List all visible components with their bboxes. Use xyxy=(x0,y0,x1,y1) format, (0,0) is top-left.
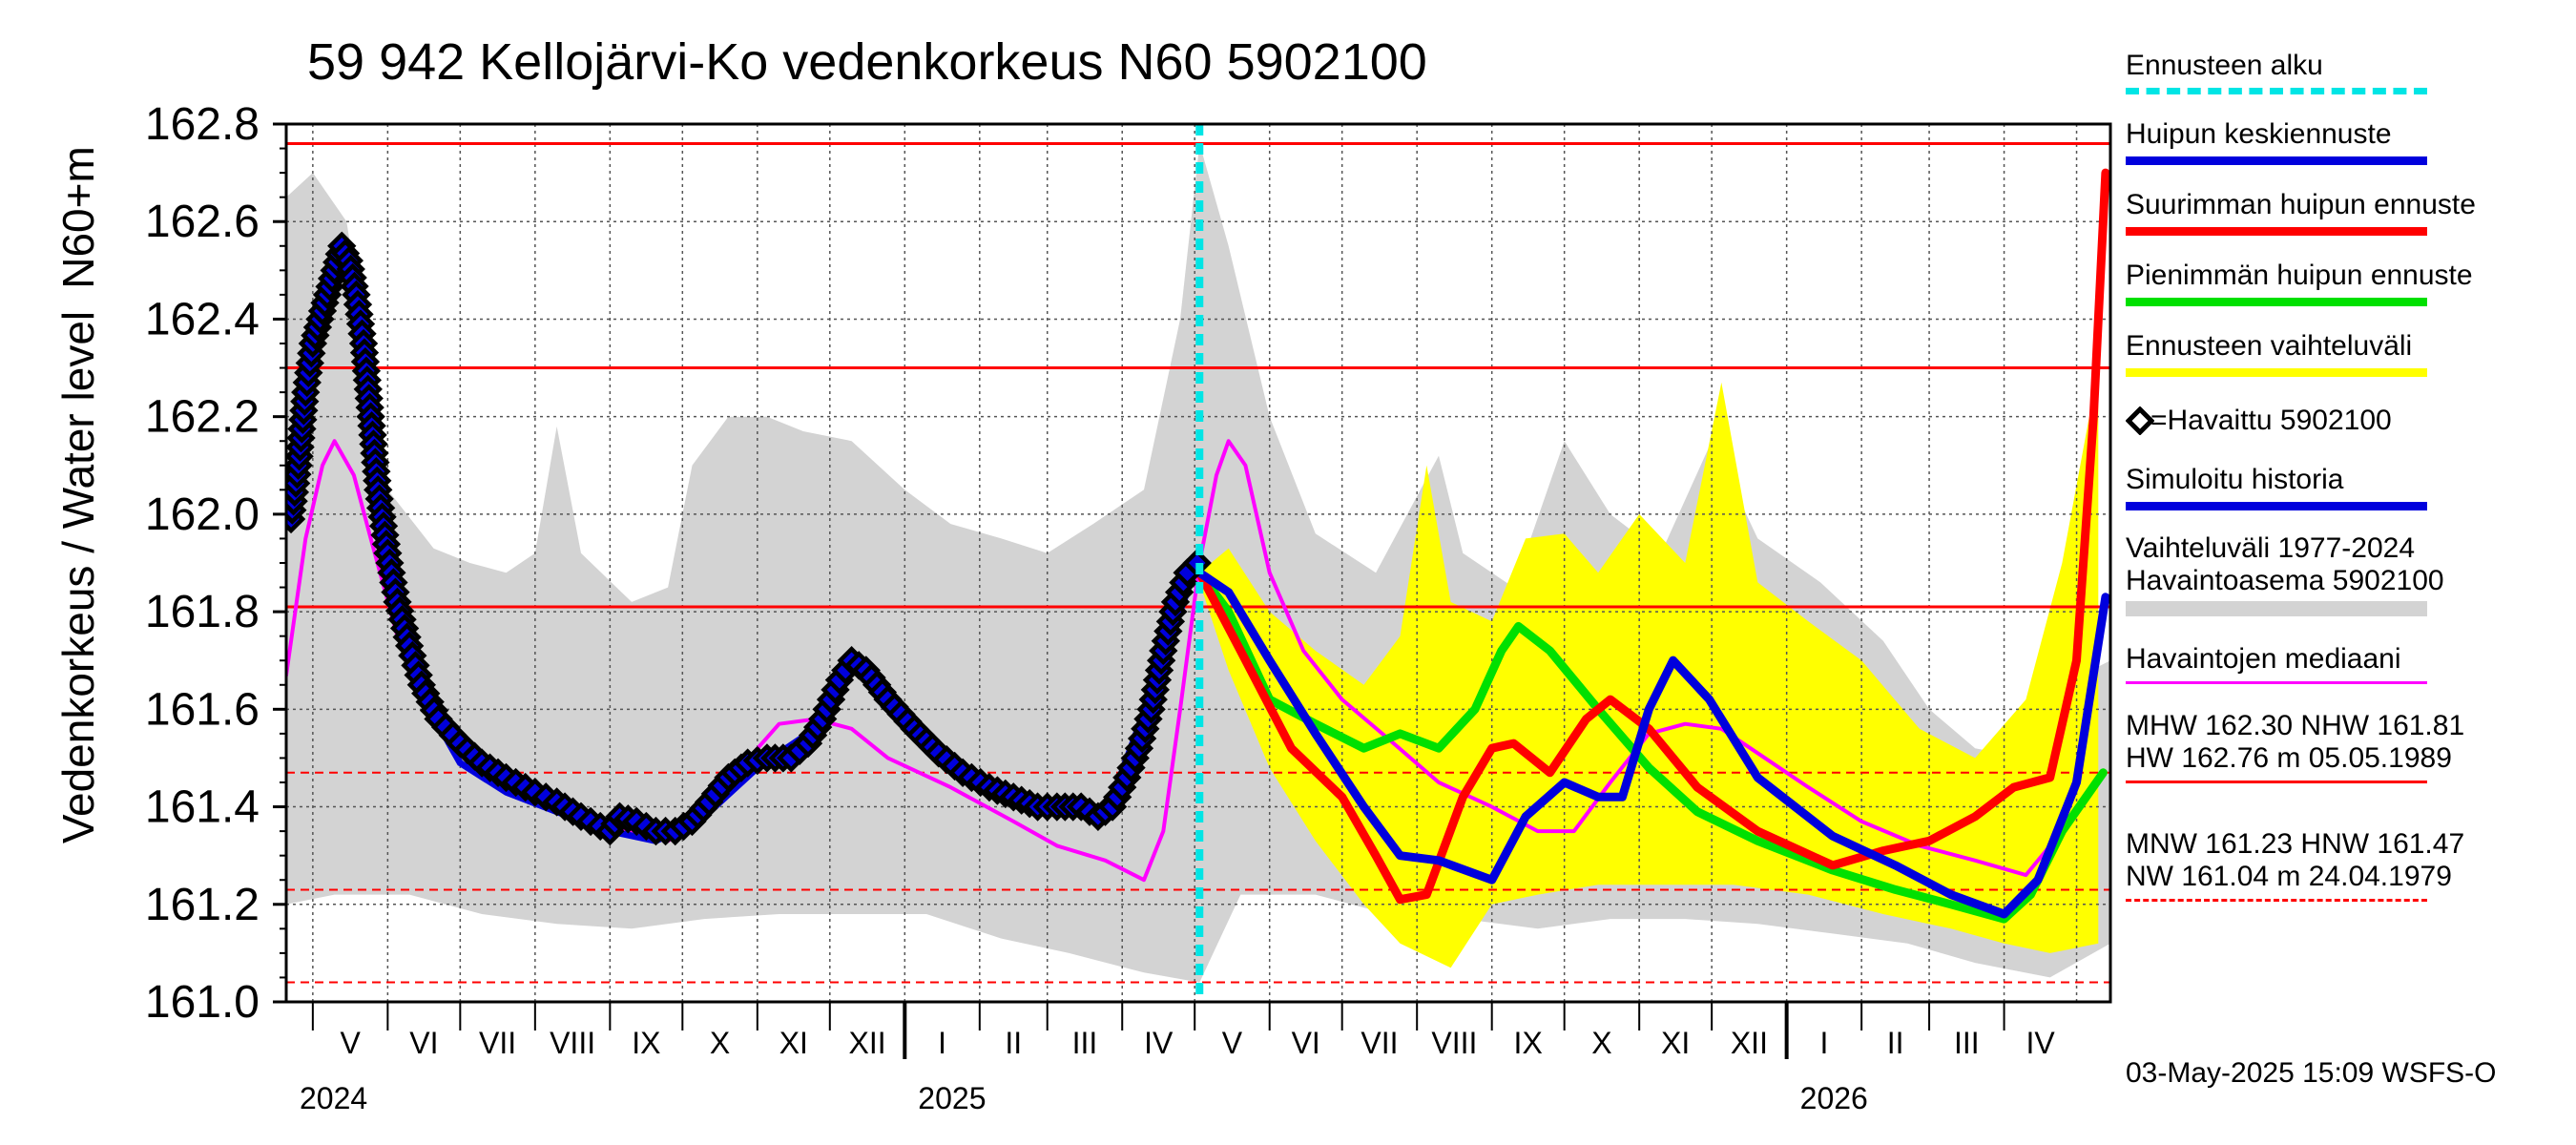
x-month-label: XI xyxy=(1661,1026,1690,1060)
chart-title: 59 942 Kellojärvi-Ko vedenkorkeus N60 59… xyxy=(307,33,1427,91)
legend-median-swatch xyxy=(2126,681,2427,684)
legend-median: Havaintojen mediaani xyxy=(2126,643,2565,684)
plot-frame xyxy=(284,122,2112,1004)
x-month-label: III xyxy=(1072,1026,1098,1060)
observed-diamond-icon xyxy=(2126,406,2154,435)
legend-min-peak-swatch xyxy=(2126,298,2427,306)
y-axis-labels: 161.0 161.2 161.4 161.6 161.8 162.0 162.2 162.4… xyxy=(53,99,286,1028)
legend-min-peak-label: Pienimmän huipun ennuste xyxy=(2126,260,2473,291)
x-month-label: XII xyxy=(1731,1026,1768,1060)
plot-area xyxy=(286,124,2110,1002)
y-tick-label: 162.0 xyxy=(145,489,260,540)
timestamp-footer: 03-May-2025 15:09 WSFS-O xyxy=(2126,1057,2497,1089)
series-observed xyxy=(286,231,1212,846)
legend-observed-label: =Havaittu 5902100 xyxy=(2150,405,2392,436)
legend-forecast-range-label: Ennusteen vaihteluväli xyxy=(2126,330,2413,362)
legend-low-water-swatch xyxy=(2126,899,2427,902)
x-month-label: VII xyxy=(1361,1026,1398,1060)
y-tick-label: 161.6 xyxy=(145,684,260,735)
y-tick-label: 162.6 xyxy=(145,197,260,247)
legend-hist-range-label-2: Havaintoasema 5902100 xyxy=(2126,565,2444,596)
x-month-label: VI xyxy=(1292,1026,1320,1060)
y-tick-label: 161.4 xyxy=(145,782,260,833)
legend-median-label: Havaintojen mediaani xyxy=(2126,643,2401,675)
x-month-label: XI xyxy=(779,1026,808,1060)
x-month-label: III xyxy=(1954,1026,1980,1060)
legend-mean-peak-swatch xyxy=(2126,156,2427,165)
legend-mnw-label: MNW 161.23 HNW 161.47 xyxy=(2126,828,2465,860)
legend-min-peak: Pienimmän huipun ennuste xyxy=(2126,260,2565,306)
x-month-label: I xyxy=(938,1026,946,1060)
legend-forecast-start-label: Ennusteen alku xyxy=(2126,50,2323,81)
legend-nw-label: NW 161.04 m 24.04.1979 xyxy=(2126,861,2452,892)
y-axis-unit: N60+m xyxy=(53,146,103,289)
x-month-label: VIII xyxy=(550,1026,595,1060)
y-tick-label: 162.4 xyxy=(145,294,260,344)
x-month-label: IV xyxy=(1144,1026,1174,1060)
y-tick-label: 162.8 xyxy=(145,99,260,150)
legend-max-peak: Suurimman huipun ennuste xyxy=(2126,189,2565,236)
x-year-label: 2025 xyxy=(918,1081,986,1115)
series-mean-peak xyxy=(1195,568,2110,919)
legend-max-peak-label: Suurimman huipun ennuste xyxy=(2126,189,2476,220)
legend-hist-range-label-1: Vaihteluväli 1977-2024 xyxy=(2126,532,2416,564)
x-month-label: IV xyxy=(2025,1026,2055,1060)
legend-simulated: Simuloitu historia xyxy=(2126,464,2565,510)
x-month-label: II xyxy=(1005,1026,1022,1060)
x-year-label: 2024 xyxy=(300,1081,367,1115)
legend-mhw-label: MHW 162.30 NHW 161.81 xyxy=(2126,710,2465,741)
legend-forecast-range: Ennusteen vaihteluväli xyxy=(2126,330,2565,377)
y-tick-label: 161.2 xyxy=(145,880,260,930)
legend-forecast-range-swatch xyxy=(2126,368,2427,377)
x-month-label: VIII xyxy=(1431,1026,1477,1060)
x-month-label: IX xyxy=(1514,1026,1543,1060)
y-tick-label: 161.8 xyxy=(145,587,260,637)
legend-forecast-start-swatch xyxy=(2126,88,2427,94)
legend-high-water-swatch xyxy=(2126,781,2427,783)
x-month-label: XII xyxy=(848,1026,885,1060)
legend-high-water: MHW 162.30 NHW 161.81 HW 162.76 m 05.05.… xyxy=(2126,710,2565,783)
x-month-label: IX xyxy=(632,1026,660,1060)
legend-simulated-swatch xyxy=(2126,502,2427,510)
x-month-label: VII xyxy=(479,1026,516,1060)
x-month-label: V xyxy=(340,1026,361,1060)
y-tick-label: 161.0 xyxy=(145,977,260,1028)
forecast-range-band xyxy=(1199,367,2099,968)
series-max-peak xyxy=(1195,168,2110,905)
y-axis-title: Vedenkorkeus / Water level xyxy=(53,311,103,843)
legend-simulated-label: Simuloitu historia xyxy=(2126,464,2344,495)
y-tick-label: 162.2 xyxy=(145,392,260,443)
legend-mean-peak-label: Huipun keskiennuste xyxy=(2126,118,2392,150)
x-month-label: X xyxy=(710,1026,730,1060)
legend-max-peak-swatch xyxy=(2126,227,2427,236)
legend-hist-range: Vaihteluväli 1977-2024 Havaintoasema 590… xyxy=(2126,532,2565,616)
legend-observed: =Havaittu 5902100 xyxy=(2126,405,2565,437)
x-month-label: VI xyxy=(409,1026,438,1060)
legend-forecast-start: Ennusteen alku xyxy=(2126,50,2565,94)
x-month-label: X xyxy=(1591,1026,1611,1060)
x-axis: V VI VII VIII IX X XI XII I II III IV V VI VII VIII IX X X… xyxy=(286,1000,2110,1115)
x-month-label: II xyxy=(1887,1026,1904,1060)
x-month-label: I xyxy=(1819,1026,1828,1060)
x-month-label: V xyxy=(1222,1026,1243,1060)
series-min-peak xyxy=(1195,568,2108,924)
legend-hw-label: HW 162.76 m 05.05.1989 xyxy=(2126,742,2452,774)
x-year-label: 2026 xyxy=(1800,1081,1868,1115)
legend-hist-range-swatch xyxy=(2126,601,2427,616)
legend-low-water: MNW 161.23 HNW 161.47 NW 161.04 m 24.04.… xyxy=(2126,828,2565,902)
legend-mean-peak: Huipun keskiennuste xyxy=(2126,118,2565,165)
